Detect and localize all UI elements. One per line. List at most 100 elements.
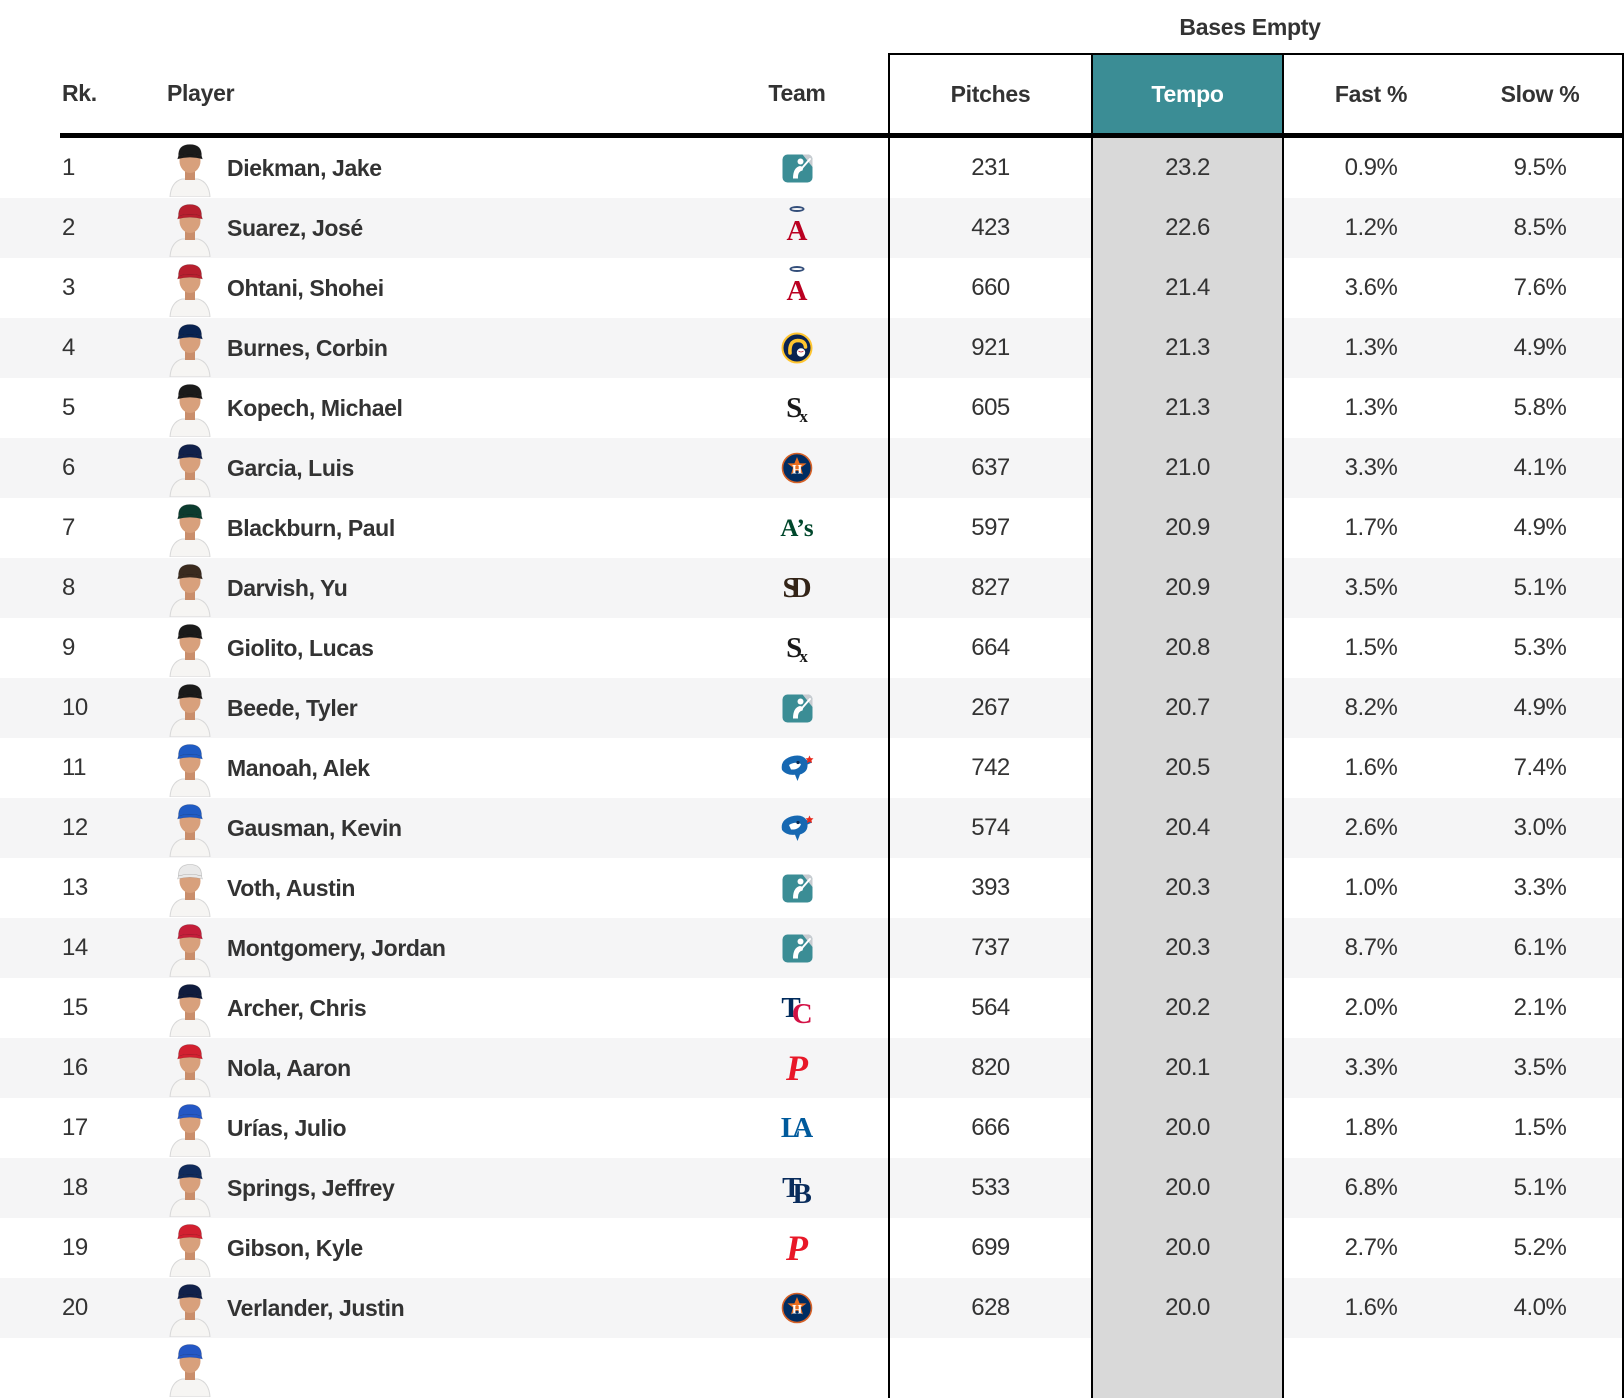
tempo-value: 20.9 <box>1091 498 1284 558</box>
table-row[interactable]: 20 Verlander, Justin H 628 20.0 1.6% 4.0… <box>0 1278 1624 1338</box>
player-headshot-image <box>169 624 211 677</box>
team-cell <box>706 138 888 198</box>
player-cell[interactable]: Voth, Austin <box>155 858 706 918</box>
column-header-pitches[interactable]: Pitches <box>888 53 1091 133</box>
player-headshot-image <box>169 1044 211 1097</box>
team-logo-icon: P <box>786 1218 808 1278</box>
player-cell[interactable]: Gibson, Kyle <box>155 1218 706 1278</box>
player-cell[interactable]: Beede, Tyler <box>155 678 706 738</box>
table-row[interactable]: 13 Voth, Austin 393 20.3 1.0% 3.3% <box>0 858 1624 918</box>
pitches-value <box>888 1338 1091 1398</box>
team-logo-letter: x <box>799 406 808 426</box>
player-headshot-image <box>169 804 211 857</box>
player-photo <box>167 739 213 797</box>
player-name-link[interactable]: Springs, Jeffrey <box>227 1174 395 1201</box>
table-row[interactable]: 11 Manoah, Alek 742 20.5 1.6% 7.4% <box>0 738 1624 798</box>
team-logo-letter: A <box>792 1111 814 1144</box>
player-cell[interactable]: Suarez, José <box>155 198 706 258</box>
rank-cell: 9 <box>0 618 155 678</box>
pitches-value: 393 <box>888 858 1091 918</box>
column-header-fast[interactable]: Fast % <box>1284 53 1458 133</box>
player-cell[interactable]: Ohtani, Shohei <box>155 258 706 318</box>
table-row[interactable]: 10 Beede, Tyler 267 20.7 8.2% 4.9% <box>0 678 1624 738</box>
column-header-team[interactable]: Team <box>768 79 826 106</box>
player-cell[interactable]: Blackburn, Paul <box>155 498 706 558</box>
player-cell[interactable]: Gausman, Kevin <box>155 798 706 858</box>
fast-percent-value: 6.8% <box>1344 1174 1398 1201</box>
player-name-link[interactable]: Verlander, Justin <box>227 1294 405 1321</box>
player-name-link[interactable]: Burnes, Corbin <box>227 334 388 361</box>
player-name-link[interactable]: Ohtani, Shohei <box>227 274 384 301</box>
player-headshot-image <box>169 1164 211 1217</box>
fast-percent-value: 3.5% <box>1344 574 1398 601</box>
player-cell[interactable]: Nola, Aaron <box>155 1038 706 1098</box>
player-name-link[interactable]: Voth, Austin <box>227 874 356 901</box>
player-name-link[interactable]: Montgomery, Jordan <box>227 934 446 961</box>
player-cell[interactable]: Urías, Julio <box>155 1098 706 1158</box>
brewers-logo-icon <box>781 332 813 364</box>
table-row[interactable]: 14 Montgomery, Jordan 737 20.3 8.7% 6.1% <box>0 918 1624 978</box>
player-name-link[interactable]: Suarez, José <box>227 214 363 241</box>
player-cell[interactable]: Verlander, Justin <box>155 1278 706 1338</box>
player-name-link[interactable]: Kopech, Michael <box>227 394 403 421</box>
column-header-slow[interactable]: Slow % <box>1458 53 1624 133</box>
player-headshot-image <box>169 1104 211 1157</box>
table-row[interactable]: 7 Blackburn, Paul A’s 597 20.9 1.7% 4.9% <box>0 498 1624 558</box>
player-name-link[interactable]: Archer, Chris <box>227 994 367 1021</box>
table-row[interactable]: 1 Diekman, Jake 231 23.2 0.9% 9.5% <box>0 138 1624 198</box>
player-name-link[interactable]: Blackburn, Paul <box>227 514 395 541</box>
blue-jays-logo-icon <box>781 815 814 841</box>
column-header-player[interactable]: Player <box>167 79 235 106</box>
team-logo-letter: T <box>781 991 801 1024</box>
player-name-link[interactable]: Gausman, Kevin <box>227 814 402 841</box>
player-name-link[interactable]: Nola, Aaron <box>227 1054 351 1081</box>
table-group-header-area: Bases Empty <box>0 0 1624 53</box>
player-cell[interactable]: Montgomery, Jordan <box>155 918 706 978</box>
player-name-link[interactable]: Gibson, Kyle <box>227 1234 363 1261</box>
table-row[interactable]: 12 Gausman, Kevin 574 20.4 2.6% 3.0% <box>0 798 1624 858</box>
player-cell[interactable]: Manoah, Alek <box>155 738 706 798</box>
rank-cell: 5 <box>0 378 155 438</box>
player-headshot-image <box>169 204 211 257</box>
player-name-link[interactable]: Garcia, Luis <box>227 454 354 481</box>
table-row[interactable]: 19 Gibson, Kyle P 699 20.0 2.7% 5.2% <box>0 1218 1624 1278</box>
player-cell[interactable]: Kopech, Michael <box>155 378 706 438</box>
tempo-value: 20.1 <box>1091 1038 1284 1098</box>
player-name-link[interactable]: Beede, Tyler <box>227 694 358 721</box>
player-cell[interactable]: Garcia, Luis <box>155 438 706 498</box>
player-cell[interactable]: Giolito, Lucas <box>155 618 706 678</box>
table-row-partial[interactable] <box>0 1338 1624 1398</box>
player-cell[interactable]: Burnes, Corbin <box>155 318 706 378</box>
column-header-rank[interactable]: Rk. <box>62 79 97 106</box>
player-name-link[interactable]: Giolito, Lucas <box>227 634 374 661</box>
player-cell[interactable]: Archer, Chris <box>155 978 706 1038</box>
column-header-tempo[interactable]: Tempo <box>1091 53 1284 133</box>
player-headshot-image <box>169 264 211 317</box>
player-photo <box>167 1279 213 1337</box>
player-name-link[interactable]: Urías, Julio <box>227 1114 347 1141</box>
table-row[interactable]: 3 Ohtani, Shohei A 660 21.4 3.6% 7.6% <box>0 258 1624 318</box>
player-cell[interactable]: Springs, Jeffrey <box>155 1158 706 1218</box>
player-cell[interactable]: Diekman, Jake <box>155 138 706 198</box>
blue-jays-logo-icon <box>781 755 814 781</box>
team-logo-letter: L <box>780 1111 801 1144</box>
player-cell[interactable]: Darvish, Yu <box>155 558 706 618</box>
table-row[interactable]: 4 Burnes, Corbin 921 21.3 1.3% 4.9% <box>0 318 1624 378</box>
player-name-link[interactable]: Manoah, Alek <box>227 754 370 781</box>
tempo-value: 20.3 <box>1091 918 1284 978</box>
table-row[interactable]: 2 Suarez, José A 423 22.6 1.2% 8.5% <box>0 198 1624 258</box>
table-row[interactable]: 6 Garcia, Luis H 637 21.0 3.3% 4.1% <box>0 438 1624 498</box>
table-row[interactable]: 16 Nola, Aaron P 820 20.1 3.3% 3.5% <box>0 1038 1624 1098</box>
player-name-link[interactable]: Darvish, Yu <box>227 574 348 601</box>
player-cell[interactable] <box>155 1338 706 1398</box>
rank-cell: 11 <box>0 738 155 798</box>
player-name-link[interactable]: Diekman, Jake <box>227 154 382 181</box>
player-headshot-image <box>169 564 211 617</box>
